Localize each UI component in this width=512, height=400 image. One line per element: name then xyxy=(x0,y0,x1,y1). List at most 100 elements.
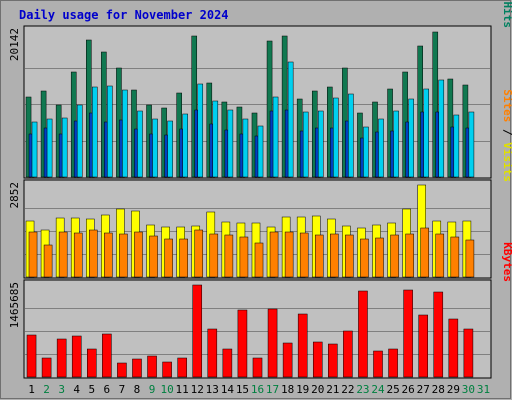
bar-kbytes-day-1 xyxy=(26,334,37,378)
bar-sites-day-6 xyxy=(104,232,113,278)
day-label: 21 xyxy=(326,383,339,396)
bar-sites-day-24 xyxy=(375,237,384,278)
sites-panel: 2852 Sites / Visits xyxy=(8,89,512,279)
bar-kbytes-day-25 xyxy=(388,348,398,378)
bar-sites-day-25 xyxy=(390,234,399,278)
bar-sites-day-23 xyxy=(360,238,369,278)
bar-pages-day-21 xyxy=(333,97,339,178)
bar-kbytes-day-6 xyxy=(102,333,112,378)
bar-kbytes-day-13 xyxy=(207,328,218,378)
bar-pages-day-27 xyxy=(423,88,429,178)
bar-sites-day-2 xyxy=(43,244,53,278)
bar-hits-day-27 xyxy=(417,45,423,178)
bar-kbytes-day-14 xyxy=(222,348,233,378)
day-label: 12 xyxy=(191,383,204,396)
bar-pages-day-6 xyxy=(107,85,113,178)
bar-sites-day-8 xyxy=(134,231,143,278)
legend-entry: KBytes xyxy=(501,242,512,282)
bar-kbytes-day-19 xyxy=(297,313,308,378)
bar-kbytes-day-15 xyxy=(237,309,248,378)
day-label: 31 xyxy=(477,383,490,396)
bar-pages-day-25 xyxy=(393,110,399,178)
bar-pages-day-19 xyxy=(302,111,309,178)
day-label: 28 xyxy=(432,383,445,396)
day-label: 7 xyxy=(119,383,126,396)
bar-kbytes-day-17 xyxy=(267,308,278,378)
bar-pages-day-15 xyxy=(242,118,249,178)
bar-kbytes-day-11 xyxy=(177,357,187,378)
bar-pages-day-23 xyxy=(363,126,369,178)
bar-pages-day-30 xyxy=(468,111,475,178)
bar-pages-day-14 xyxy=(227,109,234,178)
day-labels: 1 2 3 4 5 6 7 8 9 10 11 12 13 14 15 16 17 18 19 20 21 22 23 24 2… xyxy=(28,383,490,396)
bar-sites-day-3 xyxy=(58,231,68,278)
bar-kbytes-day-28 xyxy=(433,291,444,378)
hits-panel: 20142 Pages / Files / Hits xyxy=(8,0,512,179)
bar-sites-day-19 xyxy=(299,232,309,278)
bar-sites-day-14 xyxy=(224,234,234,278)
bar-sites-day-4 xyxy=(73,232,83,278)
bar-kbytes-day-30 xyxy=(463,328,474,378)
day-label: 4 xyxy=(73,383,80,396)
bar-sites-day-18 xyxy=(284,231,294,278)
bar-kbytes-day-29 xyxy=(448,318,459,378)
day-label: 27 xyxy=(417,383,430,396)
bar-hits-day-6 xyxy=(101,51,107,178)
bar-hits-day-5 xyxy=(86,39,92,178)
bar-pages-day-13 xyxy=(212,100,219,178)
legend-separator: / xyxy=(501,0,512,2)
bar-kbytes-day-5 xyxy=(87,348,97,378)
day-label: 22 xyxy=(341,383,354,396)
bar-sites-day-13 xyxy=(209,233,219,278)
bar-sites-day-20 xyxy=(314,234,324,278)
day-label: 1 xyxy=(28,383,35,396)
day-label: 5 xyxy=(88,383,95,396)
legend-entry: Visits xyxy=(501,142,512,182)
legend-entry: Hits xyxy=(501,2,512,29)
bar-kbytes-day-24 xyxy=(373,350,383,378)
day-label: 29 xyxy=(447,383,460,396)
bar-kbytes-day-4 xyxy=(71,335,82,378)
bar-hits-day-12 xyxy=(191,35,198,178)
bar-sites-day-28 xyxy=(435,233,445,278)
bar-pages-day-5 xyxy=(92,86,98,178)
bar-sites-day-5 xyxy=(89,229,98,278)
bar-pages-day-3 xyxy=(61,117,68,178)
day-label: 6 xyxy=(104,383,111,396)
bar-sites-day-9 xyxy=(149,235,158,278)
day-label: 30 xyxy=(462,383,475,396)
bar-kbytes-day-16 xyxy=(252,357,263,378)
bar-kbytes-day-27 xyxy=(418,314,428,378)
day-label: 15 xyxy=(236,383,249,396)
day-label: 20 xyxy=(311,383,324,396)
bar-sites-day-11 xyxy=(179,238,188,278)
bar-kbytes-day-8 xyxy=(132,358,142,378)
day-label: 16 xyxy=(251,383,264,396)
bar-sites-day-12 xyxy=(194,229,204,278)
y-max-label: 2852 xyxy=(8,182,21,209)
bar-sites-day-22 xyxy=(345,234,354,278)
day-label: 10 xyxy=(160,383,173,396)
day-label: 3 xyxy=(58,383,65,396)
day-label: 26 xyxy=(402,383,415,396)
bar-sites-day-1 xyxy=(28,231,38,278)
panel-legend: Sites / Visits xyxy=(501,89,512,182)
day-label: 14 xyxy=(221,383,235,396)
bar-kbytes-day-2 xyxy=(41,357,52,378)
bar-sites-day-10 xyxy=(164,238,173,278)
bar-pages-day-17 xyxy=(272,96,279,178)
bar-kbytes-day-26 xyxy=(403,289,413,378)
day-label: 23 xyxy=(356,383,369,396)
day-label: 13 xyxy=(206,383,219,396)
legend-entry: Sites xyxy=(501,89,512,122)
bar-pages-day-20 xyxy=(317,110,324,178)
day-label: 25 xyxy=(386,383,399,396)
bar-pages-day-10 xyxy=(167,120,173,178)
bar-pages-day-4 xyxy=(76,104,83,178)
day-label: 11 xyxy=(176,383,189,396)
chart-title: Daily usage for November 2024 xyxy=(19,8,229,22)
panel-legend: Pages / Files / Hits xyxy=(501,0,512,28)
bar-hits-day-17 xyxy=(266,40,273,178)
panel-legend: KBytes xyxy=(501,242,512,282)
